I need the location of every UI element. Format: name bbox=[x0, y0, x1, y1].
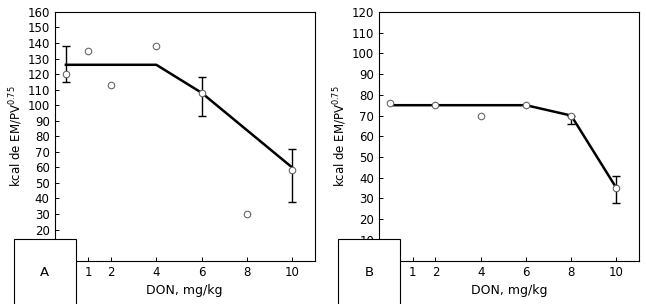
Y-axis label: kcal de EM/PV$^{0.75}$: kcal de EM/PV$^{0.75}$ bbox=[331, 85, 349, 187]
Point bbox=[521, 103, 531, 108]
Text: A: A bbox=[40, 266, 49, 278]
Point bbox=[61, 72, 71, 77]
X-axis label: DON, mg/kg: DON, mg/kg bbox=[147, 284, 223, 297]
Point bbox=[475, 113, 486, 118]
Point bbox=[287, 168, 297, 173]
Point bbox=[385, 101, 395, 105]
X-axis label: DON, mg/kg: DON, mg/kg bbox=[471, 284, 547, 297]
Point bbox=[242, 212, 252, 216]
Y-axis label: kcal de EM/PV$^{0.75}$: kcal de EM/PV$^{0.75}$ bbox=[7, 85, 25, 187]
Point bbox=[566, 113, 576, 118]
Point bbox=[196, 90, 207, 95]
Text: B: B bbox=[364, 266, 374, 278]
Point bbox=[106, 83, 116, 88]
Point bbox=[611, 186, 621, 191]
Point bbox=[430, 103, 441, 108]
Point bbox=[151, 44, 162, 49]
Point bbox=[83, 48, 94, 53]
